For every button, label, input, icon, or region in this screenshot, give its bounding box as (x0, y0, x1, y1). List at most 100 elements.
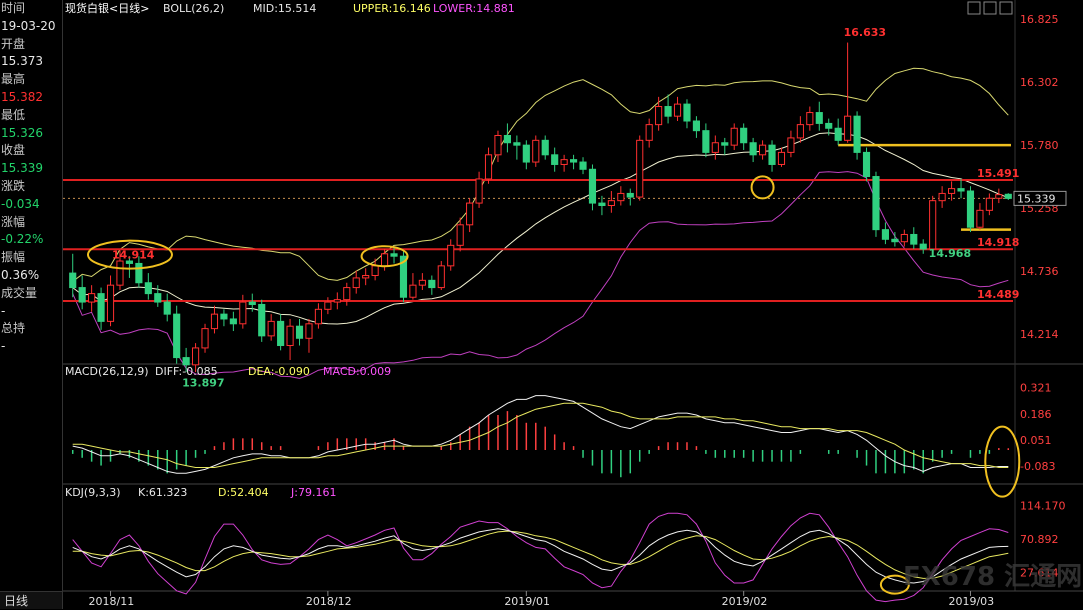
macd-header-3: MACD:0.009 (323, 365, 391, 378)
x-tick-1: 2018/12 (306, 595, 352, 608)
candle-body-82 (844, 115, 852, 141)
candle-body-83 (853, 115, 861, 153)
current-price-tag: 15.339 (1017, 192, 1056, 205)
candle-body-74 (768, 144, 776, 165)
candle-body-27 (324, 301, 332, 310)
candle-body-63 (664, 106, 672, 117)
candle-body-32 (371, 265, 379, 277)
candle-body-58 (617, 192, 625, 202)
info-panel: 时间 19-03-20 开盘 15.373 最高 15.382 最低 15.326 收盘 15.3… (0, 0, 63, 609)
info-5: 15.382 (1, 89, 43, 104)
info-12: 涨幅 (1, 214, 26, 229)
watermark: FX678 汇通网 (903, 562, 1082, 592)
candle-body-46 (503, 134, 511, 144)
info-2: 开盘 (1, 36, 26, 51)
candle-body-44 (484, 154, 493, 180)
x-tick-0: 2018/11 (89, 595, 135, 608)
tb-icon-b (983, 1, 997, 15)
boll-upper-line (72, 67, 1009, 282)
candle-body-78 (806, 112, 814, 126)
level-label-1: 14.918 (977, 236, 1019, 249)
candle-body-31 (362, 275, 370, 279)
info-18: 总持 (1, 321, 26, 336)
candle-body-61 (645, 124, 653, 141)
candle-body-99 (1004, 193, 1012, 199)
candle-body-7 (135, 262, 143, 284)
info-7: 15.326 (1, 125, 43, 140)
candle-body-10 (163, 301, 171, 315)
y-tick-macd-3: -0.083 (1020, 460, 1055, 473)
candle-body-95 (966, 190, 975, 228)
kdj-header-1: K:61.323 (138, 486, 187, 499)
info-3: 15.373 (1, 54, 43, 69)
candle-body-91 (929, 200, 937, 250)
y-tick-main-2: 15.780 (1020, 139, 1059, 152)
candle-body-9 (154, 293, 162, 303)
y-tick-kdj-0: 114.170 (1020, 499, 1066, 512)
annotation-3: 14.968 (929, 247, 971, 260)
candle-body-62 (655, 106, 663, 126)
candle-body-13 (192, 347, 200, 366)
info-19: - (1, 339, 6, 354)
candle-body-52 (560, 159, 568, 165)
y-tick-macd-2: 0.051 (1020, 434, 1052, 447)
x-tick-2: 2019/01 (504, 595, 550, 608)
info-8: 收盘 (1, 143, 26, 158)
info-10: 涨跌 (1, 178, 26, 193)
kdj-header-2: D:52.404 (218, 486, 269, 499)
candle-body-75 (777, 151, 786, 165)
candle-body-30 (352, 277, 360, 289)
candle-body-76 (787, 137, 795, 153)
candle-body-38 (428, 279, 436, 289)
x-tick-4: 2019/03 (948, 595, 994, 608)
annotation-2: 14.914 (112, 249, 155, 262)
kdj-k-line (72, 528, 1009, 584)
candle-body-53 (570, 159, 578, 163)
candle-body-16 (220, 313, 228, 320)
candle-body-17 (229, 318, 237, 325)
candle-body-1 (78, 287, 86, 303)
kdj-j-line (72, 512, 1009, 603)
candle-body-51 (551, 154, 559, 165)
candle-body-92 (938, 192, 946, 202)
candle-body-6 (125, 260, 133, 264)
macd-dea-line (72, 402, 1009, 468)
candle-body-68 (711, 142, 719, 153)
candle-body-18 (239, 301, 247, 325)
candle-body-96 (976, 209, 984, 228)
macd-header-0: MACD(26,12,9) (65, 365, 149, 378)
info-16: 成交量 (1, 285, 38, 300)
candle-body-33 (381, 253, 389, 267)
main-header-3: UPPER:16.146 (353, 2, 431, 15)
annotation-1: 13.897 (182, 376, 224, 389)
candle-body-84 (862, 151, 871, 178)
candle-body-88 (900, 233, 908, 243)
main-header-1: BOLL(26,2) (163, 2, 224, 15)
candle-body-59 (626, 192, 634, 198)
info-0: 时间 (1, 1, 26, 15)
candle-body-12 (182, 357, 190, 366)
candle-body-36 (409, 284, 417, 298)
candle-body-42 (466, 202, 474, 226)
candle-body-85 (872, 176, 880, 231)
candle-body-28 (333, 299, 341, 303)
candle-body-3 (97, 293, 105, 322)
info-4: 最高 (1, 72, 26, 87)
candle-body-77 (796, 124, 804, 139)
info-14: 振幅 (1, 250, 26, 265)
period-tab[interactable]: 日线 (0, 591, 62, 609)
y-tick-kdj-2: 27.614 (1020, 566, 1059, 579)
candle-body-54 (579, 161, 587, 170)
info-17: - (1, 303, 6, 318)
highlight-ellipse-macd (984, 425, 1021, 498)
main-header-2: MID:15.514 (253, 2, 316, 15)
candle-body-29 (343, 287, 351, 301)
candle-body-64 (673, 103, 682, 117)
candle-body-34 (390, 253, 398, 257)
highlight-ellipse-c (750, 175, 775, 200)
highlight-ellipse-a (86, 239, 173, 270)
tb-icon-c (999, 1, 1013, 15)
main-header-4: LOWER:14.881 (433, 2, 515, 15)
candle-body-15 (210, 313, 219, 330)
macd-header-1: DIFF:-0.085 (155, 365, 218, 378)
